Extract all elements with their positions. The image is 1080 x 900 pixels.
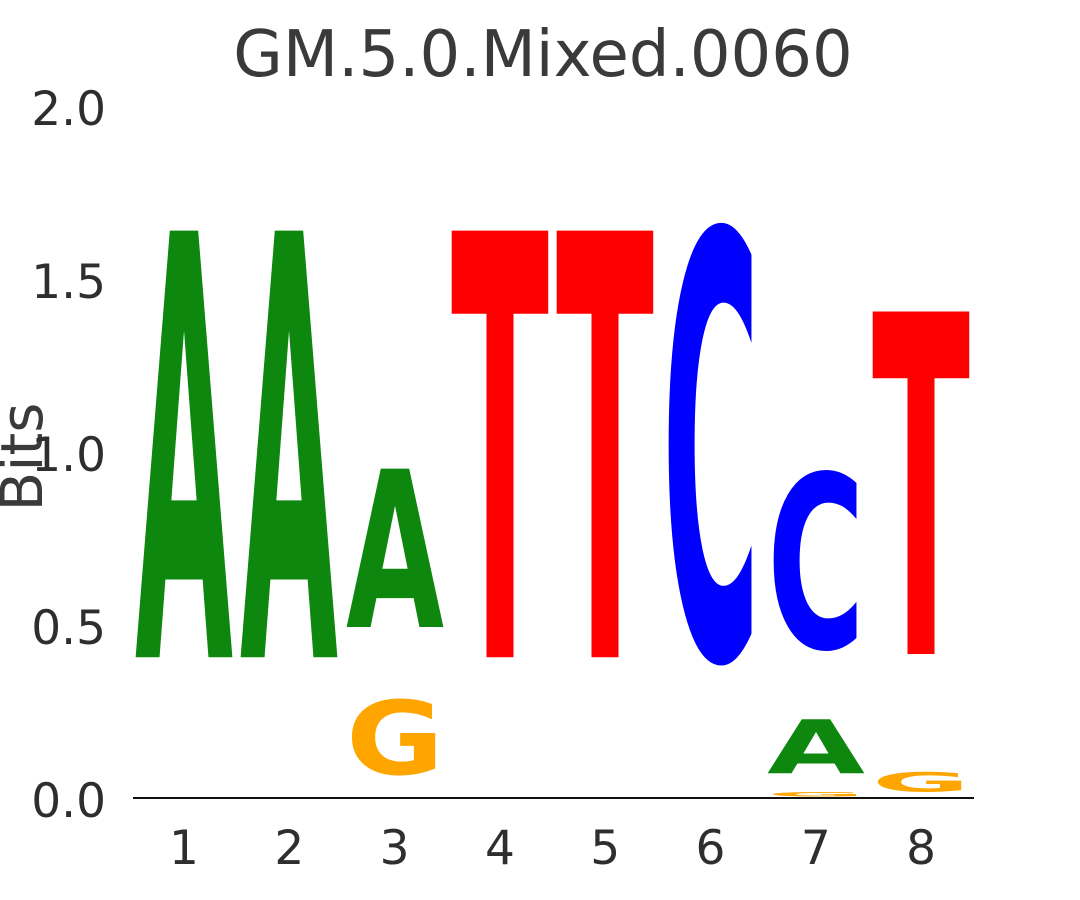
chart-title: GM.5.0.Mixed.0060 (233, 18, 853, 92)
y-tick-0.5: 0.5 (31, 601, 106, 657)
x-axis-line (133, 797, 974, 799)
logo-letter-C-pos6: C (662, 116, 760, 797)
y-tick-2.0: 2.0 (31, 82, 106, 138)
x-tick-8: 8 (906, 821, 937, 876)
svg-text:A: A (135, 114, 234, 795)
logo-letter-T-pos4: T (451, 116, 550, 796)
logo-letter-G-pos8: G (872, 767, 970, 798)
svg-text:A: A (240, 114, 339, 795)
svg-text:T: T (556, 116, 655, 796)
svg-text:G: G (767, 791, 865, 798)
logo-letter-A-pos2: A (240, 114, 339, 795)
svg-text:A: A (767, 706, 865, 792)
logo-letter-C-pos7: C (767, 425, 865, 704)
x-tick-4: 4 (484, 821, 515, 876)
svg-text:T: T (872, 217, 971, 765)
x-tick-7: 7 (800, 821, 831, 876)
y-tick-0.0: 0.0 (31, 774, 106, 829)
svg-text:G: G (872, 767, 970, 798)
logo-letter-A-pos1: A (135, 114, 234, 795)
x-tick-1: 1 (169, 821, 199, 876)
svg-text:G: G (346, 680, 444, 798)
svg-text:T: T (451, 116, 550, 796)
x-tick-6: 6 (695, 821, 726, 876)
svg-text:A: A (346, 425, 444, 678)
logo-letter-A-pos3: A (346, 425, 444, 678)
y-tick-1.5: 1.5 (31, 255, 106, 311)
logo-letter-G-pos7: G (767, 791, 865, 798)
logo-letter-T-pos5: T (556, 116, 655, 796)
logo-letter-G-pos3: G (346, 680, 444, 798)
svg-text:C: C (767, 425, 865, 704)
logo-letter-T-pos8: T (872, 217, 971, 765)
x-tick-2: 2 (274, 821, 305, 876)
logo-letter-A-pos7: A (767, 706, 865, 792)
x-tick-5: 5 (590, 821, 621, 876)
y-tick-1.0: 1.0 (31, 428, 106, 484)
svg-text:C: C (662, 116, 760, 797)
x-tick-3: 3 (379, 821, 410, 876)
